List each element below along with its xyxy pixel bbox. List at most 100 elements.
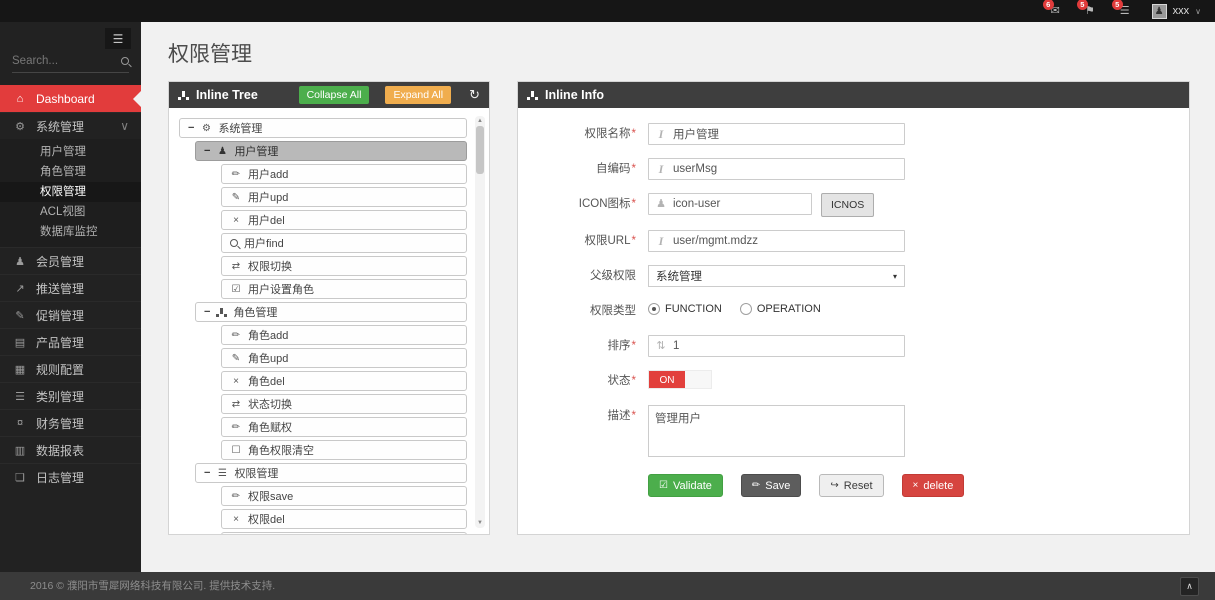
tree-node[interactable]: ✏ 角色add xyxy=(221,325,467,345)
sidebar-subitem-role-mgmt[interactable]: 角色管理 xyxy=(40,166,86,178)
tree-node[interactable]: × 用户del xyxy=(221,210,467,230)
validate-button[interactable]: ☑ Validate xyxy=(648,474,723,497)
sidebar-subitem-acl-view[interactable]: ACL视图 xyxy=(40,206,86,218)
tree-node[interactable]: ✎提交校验 xyxy=(221,532,467,534)
sidebar-item-reports[interactable]: ▥ 数据报表 xyxy=(0,436,141,463)
scroll-top-button[interactable]: ∧ xyxy=(1180,577,1199,596)
field-url[interactable] xyxy=(648,230,905,252)
tree-node[interactable]: ✏ 用户add xyxy=(221,164,467,184)
radio-option-function[interactable]: FUNCTION xyxy=(648,303,722,315)
info-panel-header: Inline Info xyxy=(518,82,1189,108)
sidebar-subitem-perm-mgmt[interactable]: 权限管理 xyxy=(0,182,141,202)
tree-node[interactable]: ✏ 角色赋权 xyxy=(221,417,467,437)
collapse-minus-icon[interactable]: − xyxy=(204,145,211,157)
sidebar-item-push[interactable]: ↗ 推送管理 xyxy=(0,274,141,301)
tree-node-label: 角色赋权 xyxy=(248,422,292,434)
field-name[interactable] xyxy=(648,123,905,145)
sidebar-item-dashboard[interactable]: ⌂ Dashboard xyxy=(0,85,141,112)
sidebar-item-logs[interactable]: ❏ 日志管理 xyxy=(0,463,141,490)
collapse-minus-icon[interactable]: − xyxy=(204,467,211,479)
refresh-icon[interactable]: ↻ xyxy=(469,87,480,102)
pencil-icon: ✏ xyxy=(231,168,241,180)
tree-node[interactable]: ☐ 角色权限清空 xyxy=(221,440,467,460)
sidebar-item-system[interactable]: ⚙ 系统管理 ∨ xyxy=(0,112,141,139)
field-label-sort: 排序* xyxy=(607,340,636,352)
tree-node[interactable]: ✏ 权限save xyxy=(221,486,467,506)
collapse-all-button[interactable]: Collapse All xyxy=(298,86,370,104)
tree-node-label: 用户管理 xyxy=(234,146,279,158)
delete-button[interactable]: × delete xyxy=(901,474,965,497)
username: xxx xyxy=(1172,5,1190,17)
icnos-button[interactable]: ICNOS xyxy=(821,193,875,217)
tree-node[interactable]: − ☰ 权限管理 xyxy=(195,463,467,483)
tree-node-label: 权限del xyxy=(248,514,285,526)
collapse-minus-icon[interactable]: − xyxy=(188,122,195,134)
sidebar-item-category[interactable]: ☰ 类别管理 xyxy=(0,382,141,409)
radio-icon[interactable] xyxy=(648,303,660,315)
field-code[interactable] xyxy=(648,158,905,180)
info-panel-title: Inline Info xyxy=(545,88,605,102)
field-icon[interactable] xyxy=(648,193,812,215)
tree-node[interactable]: ✎ 角色upd xyxy=(221,348,467,368)
sidebar-subitem-db-monitor[interactable]: 数据库监控 xyxy=(40,226,98,238)
inline-info-panel: Inline Info 权限名称* I 自编码* I ICON图标* ♟ ICNOS 权限UR… xyxy=(517,81,1190,535)
sidebar-item-label: 系统管理 xyxy=(36,119,85,134)
sidebar-item-finance[interactable]: ¤ 财务管理 xyxy=(0,409,141,436)
tree-body: − ⚙ 系统管理 − ♟ 用户管理 ✏ 用户add ✎ 用户upd × 用户del 用户find ⇄ 权限切… xyxy=(169,108,489,534)
field-label-code: 自编码* xyxy=(596,163,636,175)
sidebar-item-member[interactable]: ♟ 会员管理 xyxy=(0,247,141,274)
radio-icon[interactable] xyxy=(739,303,752,315)
sidebar-item-rules[interactable]: ▦ 规则配置 xyxy=(0,355,141,382)
pencil-icon: ✏ xyxy=(751,480,761,491)
italic-icon: I xyxy=(658,162,664,176)
radio-label: FUNCTION xyxy=(665,303,722,315)
tree-node[interactable]: 用户find xyxy=(221,233,467,253)
tree-node[interactable]: − ⚙ 系统管理 xyxy=(179,118,467,138)
form-row-sort: 排序* ⇅ xyxy=(518,335,1189,357)
sidebar-item-promotion[interactable]: ✎ 促销管理 xyxy=(0,301,141,328)
field-status-toggle[interactable]: ON xyxy=(648,370,712,389)
tree-node[interactable]: ✎ 用户upd xyxy=(221,187,467,207)
tasks-button[interactable]: ☰ 5 xyxy=(1111,0,1130,22)
radio-option-operation[interactable]: OPERATION xyxy=(739,303,821,315)
square-icon: ☐ xyxy=(231,444,241,456)
expand-all-button[interactable]: Expand All xyxy=(385,86,452,104)
notifications-button[interactable]: ⚑ 5 xyxy=(1076,0,1095,22)
field-parent-select[interactable]: 系统管理 ▾ xyxy=(648,265,905,287)
check-square-icon: ☑ xyxy=(231,283,241,295)
sidebar-subitem-user-mgmt[interactable]: 用户管理 xyxy=(40,146,86,158)
sidebar-item-product[interactable]: ▤ 产品管理 xyxy=(0,328,141,355)
tree-node[interactable]: × 权限del xyxy=(221,509,467,529)
panels-row: Inline Tree Collapse All Expand All ↻ − ⚙… xyxy=(141,81,1215,535)
collapse-minus-icon[interactable]: − xyxy=(204,306,211,318)
field-sort[interactable] xyxy=(648,335,905,357)
chevron-up-icon: ∧ xyxy=(1186,581,1193,591)
search-icon[interactable] xyxy=(121,57,129,65)
reset-button[interactable]: ↪ Reset xyxy=(819,474,884,497)
tree-node[interactable]: − 角色管理 xyxy=(195,302,467,322)
button-label: Reset xyxy=(843,479,873,492)
tree-node[interactable]: × 角色del xyxy=(221,371,467,391)
search-icon xyxy=(230,239,238,247)
home-icon: ⌂ xyxy=(16,92,24,105)
scroll-down-arrow-icon[interactable]: ▼ xyxy=(477,520,483,526)
tree-scrollbar[interactable]: ▲ ▼ xyxy=(475,116,485,528)
scrollbar-thumb[interactable] xyxy=(476,126,484,174)
tree-node[interactable]: − ♟ 用户管理 xyxy=(195,141,467,161)
search-input[interactable] xyxy=(12,55,114,67)
scroll-up-arrow-icon[interactable]: ▲ xyxy=(477,118,483,124)
sidebar-menu: ⌂ Dashboard ⚙ 系统管理 ∨ 用户管理 角色管理 权限管理 ACL视图 数据库监控 ♟ 会… xyxy=(0,85,141,490)
tree-node[interactable]: ☑ 用户设置角色 xyxy=(221,279,467,299)
field-desc[interactable] xyxy=(648,405,905,457)
field-label-status: 状态* xyxy=(607,375,636,387)
save-button[interactable]: ✏ Save xyxy=(740,474,802,497)
italic-icon: I xyxy=(658,127,664,141)
user-menu[interactable]: ♟ xxx ∨ xyxy=(1151,3,1201,19)
italic-icon: I xyxy=(658,234,664,248)
tree-panel-title: Inline Tree xyxy=(196,88,258,102)
tree-node[interactable]: ⇄ 权限切换 xyxy=(221,256,467,276)
chevron-down-icon: ∨ xyxy=(120,119,129,133)
sidebar-toggle-button[interactable]: ☰ xyxy=(105,28,131,49)
tree-node[interactable]: ⇄ 状态切换 xyxy=(221,394,467,414)
messages-button[interactable]: ✉ 6 xyxy=(1042,0,1060,22)
